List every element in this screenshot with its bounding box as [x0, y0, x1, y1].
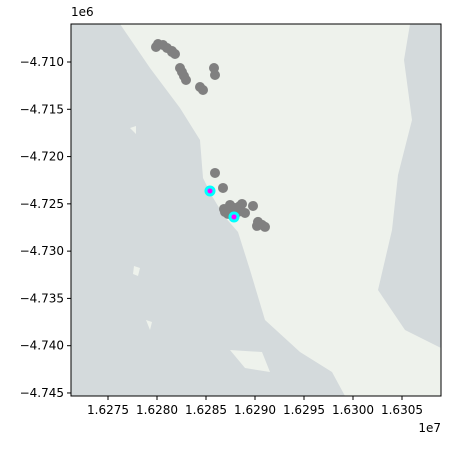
y-offset-label: 1e6 [71, 5, 94, 19]
point [218, 182, 229, 193]
point [204, 185, 216, 197]
land [230, 350, 270, 372]
y-tick-label: −4.735 [20, 291, 64, 305]
point [259, 221, 270, 232]
point [240, 207, 251, 218]
land [120, 24, 441, 396]
x-tick-label: 1.6290 [234, 403, 276, 417]
y-tick-label: −4.720 [20, 150, 64, 164]
point [228, 211, 240, 223]
x-tick-label: 1.6305 [381, 403, 423, 417]
point [167, 47, 178, 58]
y-tick-label: −4.740 [20, 339, 64, 353]
y-tick-label: −4.725 [20, 197, 64, 211]
y-tick-label: −4.730 [20, 244, 64, 258]
x-offset-label: 1e7 [418, 421, 441, 435]
x-tick-label: 1.6285 [185, 403, 227, 417]
y-tick-label: −4.710 [20, 55, 64, 69]
point [236, 198, 247, 209]
point [181, 75, 192, 86]
point [248, 200, 259, 211]
x-tick-label: 1.6295 [283, 403, 325, 417]
x-tick-label: 1.6300 [332, 403, 374, 417]
y-tick-label: −4.745 [20, 386, 64, 400]
point [198, 85, 209, 96]
x-tick-label: 1.6280 [136, 403, 178, 417]
point [209, 70, 220, 81]
map-area [71, 24, 441, 396]
y-tick-label: −4.715 [20, 102, 64, 116]
x-tick-label: 1.6275 [87, 403, 129, 417]
axes-frame [70, 23, 442, 397]
point [251, 220, 262, 231]
point [209, 167, 220, 178]
